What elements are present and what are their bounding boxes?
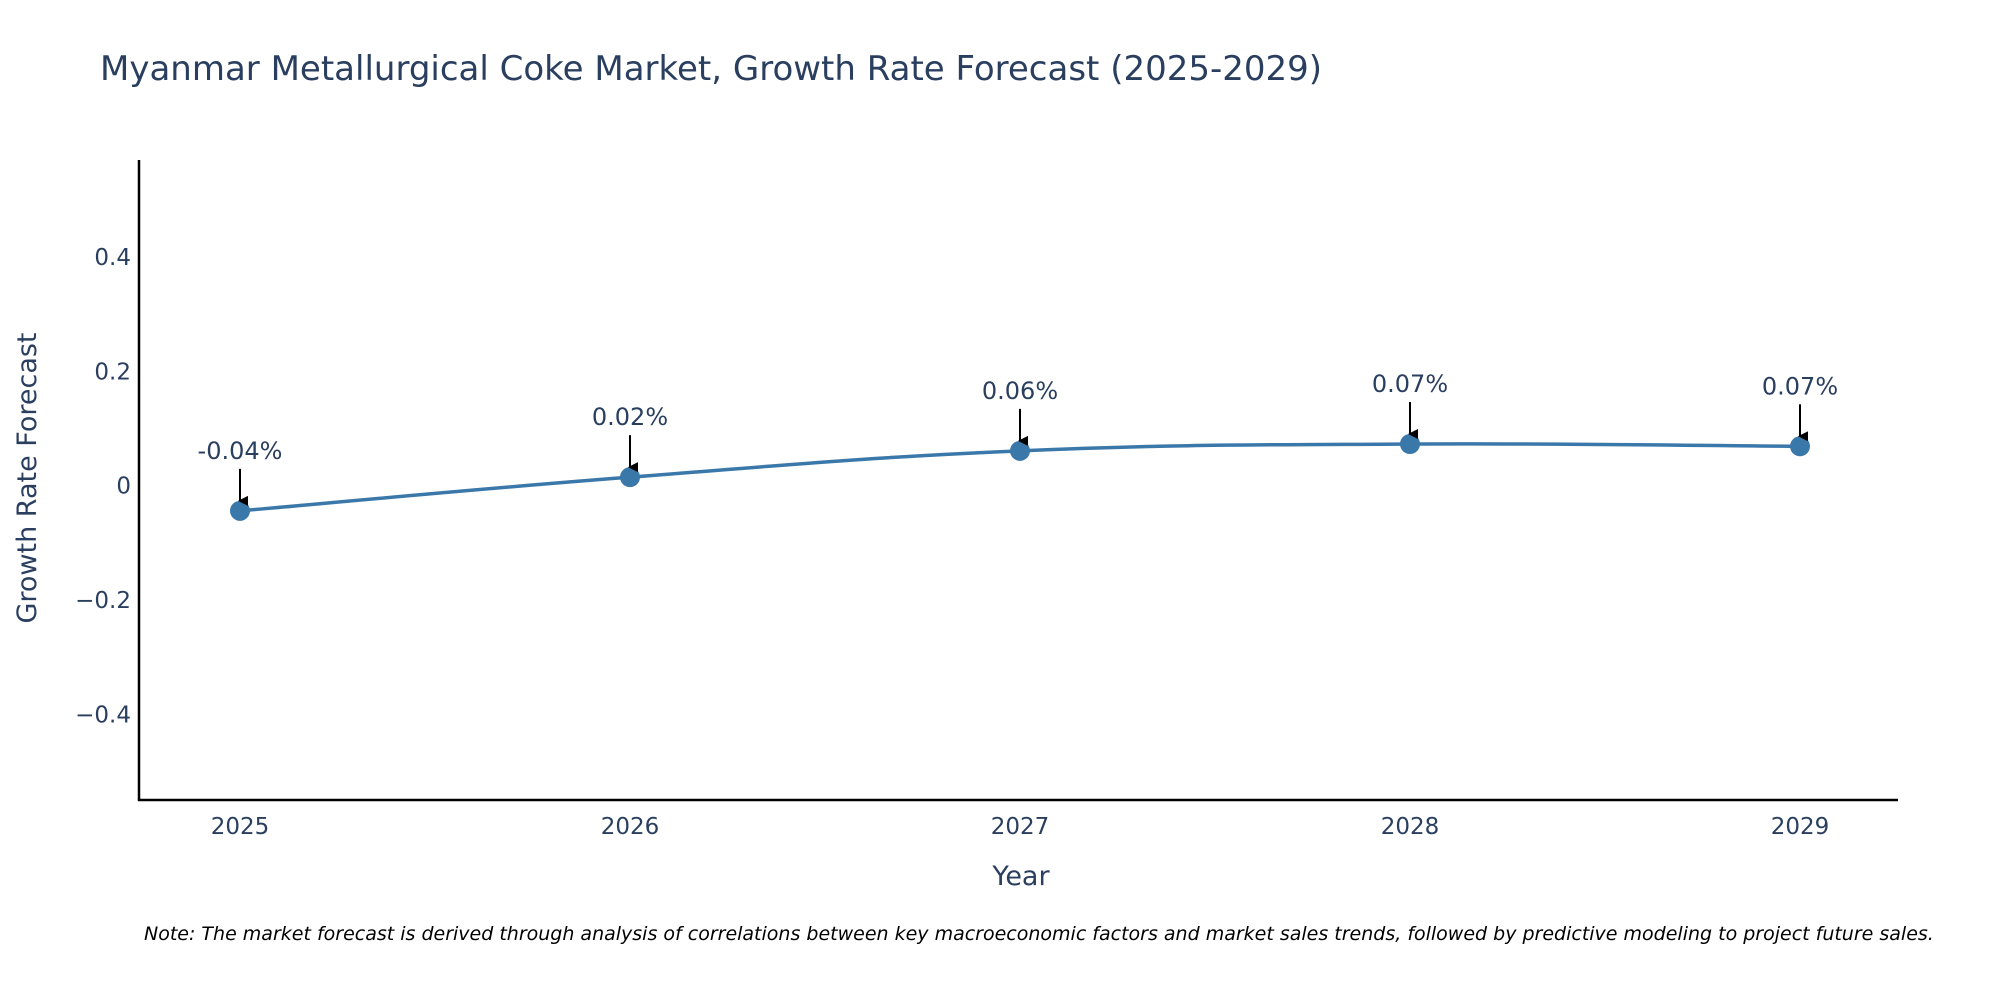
x-tick-label: 2028 <box>1381 814 1440 840</box>
data-point <box>1400 434 1420 454</box>
x-axis-ticks: 2025 2026 2027 2028 2029 <box>211 814 1830 840</box>
chart-note: Note: The market forecast is derived thr… <box>144 923 1934 945</box>
data-label: 0.06% <box>982 377 1058 405</box>
y-tick-label: 0.4 <box>94 245 131 271</box>
chart-title: Myanmar Metallurgical Coke Market, Growt… <box>100 49 1322 89</box>
y-tick-label: 0 <box>116 474 131 500</box>
data-label: 0.07% <box>1372 370 1448 398</box>
data-point <box>620 467 640 488</box>
x-axis-title: Year <box>991 861 1050 892</box>
plot-area: -0.04% 0.02% 0.06% 0.07% 0.07% <box>198 370 1838 521</box>
y-tick-label: −0.2 <box>75 588 131 614</box>
y-axis-title: Growth Rate Forecast <box>12 332 43 623</box>
y-tick-label: −0.4 <box>75 702 131 728</box>
data-label: 0.07% <box>1762 372 1838 400</box>
data-label: -0.04% <box>198 437 283 465</box>
x-tick-label: 2026 <box>601 814 660 840</box>
data-label: 0.02% <box>592 403 668 431</box>
x-tick-label: 2027 <box>991 814 1050 840</box>
x-tick-label: 2029 <box>1771 814 1830 840</box>
data-point <box>230 500 250 521</box>
y-axis-ticks: −0.4 −0.2 0 0.2 0.4 <box>75 245 131 728</box>
data-point <box>1010 440 1030 461</box>
x-tick-label: 2025 <box>211 814 270 840</box>
data-point <box>1790 436 1810 457</box>
y-tick-label: 0.2 <box>94 359 131 385</box>
